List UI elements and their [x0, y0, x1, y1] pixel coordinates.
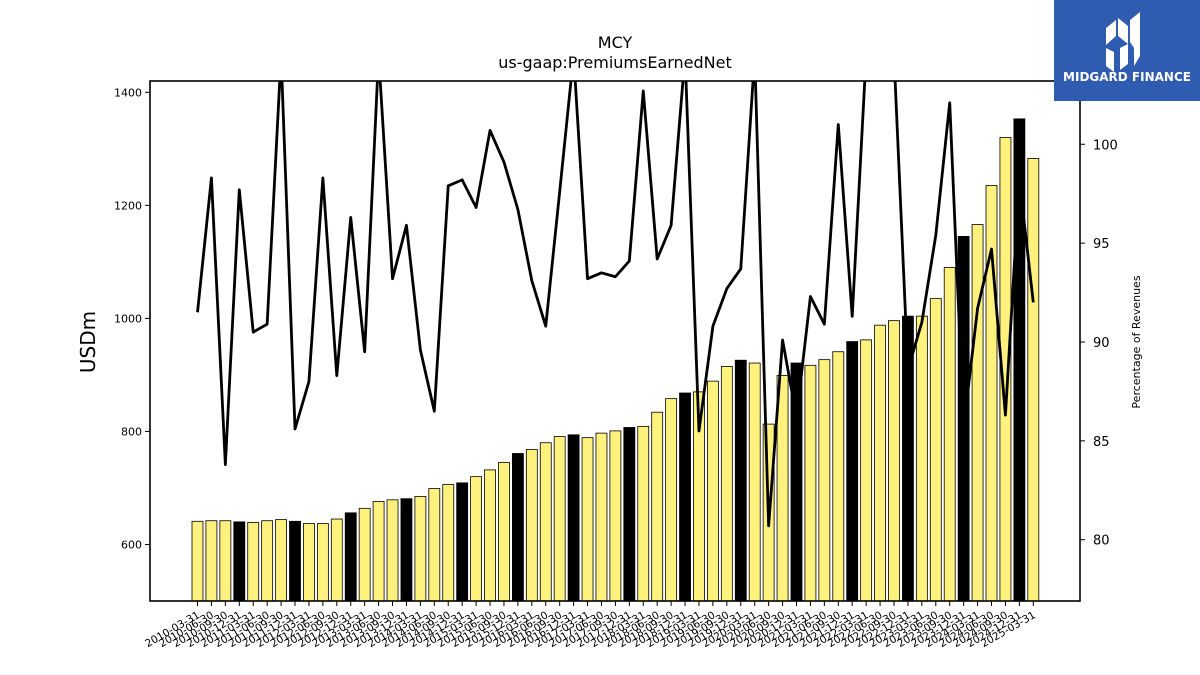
bar-48 — [860, 339, 873, 602]
y-right-tick-label-4: 100 — [1093, 138, 1118, 153]
bar-26 — [553, 436, 566, 602]
bar-45 — [818, 359, 831, 602]
bar-6 — [275, 519, 287, 602]
bar-14 — [386, 499, 399, 602]
bar-27 — [567, 434, 580, 602]
bar-23 — [511, 453, 524, 602]
bar-50 — [888, 320, 900, 602]
bar-52 — [915, 315, 928, 602]
logo-text: MIDGARD FINANCE — [1063, 70, 1191, 84]
bar-3 — [233, 521, 246, 602]
bar-31 — [623, 427, 636, 602]
y-axis-left: 600 800 1000 1200 1400 — [114, 86, 150, 551]
bar-13 — [372, 501, 385, 602]
y-left-tick-label-1: 800 — [121, 425, 142, 438]
bar-18 — [442, 484, 455, 602]
bar-30 — [609, 430, 622, 602]
bar-54 — [943, 267, 956, 602]
bar-10 — [330, 518, 343, 602]
bar-60 — [1027, 158, 1040, 602]
x-axis: 2010-03-312010-06-302010-09-302010-12-31… — [143, 601, 1038, 650]
y-left-tick-label-0: 600 — [121, 538, 142, 551]
bar-2 — [219, 520, 232, 602]
chart-title: MCY — [598, 33, 633, 52]
bar-20 — [470, 476, 483, 602]
bar-56 — [971, 224, 984, 602]
bar-25 — [539, 442, 552, 602]
bar-17 — [428, 488, 441, 602]
bar-40 — [748, 362, 761, 602]
bar-4 — [247, 522, 260, 602]
y2-axis-label: Percentage of Revenues — [1130, 275, 1143, 408]
bar-0 — [191, 520, 204, 602]
bar-28 — [581, 437, 594, 602]
midgard-finance-logo: MIDGARD FINANCE — [1054, 0, 1200, 101]
y-right-tick-label-2: 90 — [1093, 336, 1110, 351]
bar-7 — [289, 520, 301, 602]
bar-49 — [874, 324, 886, 602]
percentage-line — [196, 81, 1035, 528]
bar-12 — [358, 507, 371, 602]
bar-44 — [804, 364, 817, 602]
bar-35 — [679, 392, 691, 602]
chart-subtitle: us-gaap:PremiumsEarnedNet — [498, 53, 732, 72]
y-axis-label: USDm — [76, 311, 100, 373]
bar-1 — [205, 520, 218, 602]
bar-9 — [316, 523, 329, 602]
bar-16 — [414, 496, 427, 602]
y-right-tick-label-0: 80 — [1093, 534, 1110, 549]
bar-19 — [456, 482, 469, 602]
bar-53 — [929, 298, 942, 602]
bar-24 — [525, 449, 538, 602]
bar-38 — [720, 366, 733, 602]
y-right-tick-label-3: 95 — [1093, 237, 1110, 252]
y-left-tick-label-3: 1200 — [114, 199, 142, 212]
midgard-logo-mark-icon: MIDGARD FINANCE — [1063, 12, 1191, 84]
bar-11 — [344, 512, 357, 602]
bar-8 — [303, 523, 315, 602]
bar-33 — [651, 411, 664, 602]
bar-39 — [734, 359, 747, 602]
bar-46 — [832, 351, 845, 602]
bar-34 — [665, 398, 678, 602]
line-series-layer — [196, 81, 1035, 528]
bar-22 — [498, 462, 510, 602]
y-left-tick-label-2: 1000 — [114, 312, 142, 325]
y-right-tick-label-1: 85 — [1093, 435, 1110, 450]
bar-47 — [846, 341, 859, 602]
bar-37 — [707, 380, 719, 602]
bar-21 — [484, 469, 496, 602]
y-axis-right: 80 85 90 95 100 — [1080, 138, 1118, 549]
bar-15 — [400, 498, 413, 602]
y-left-tick-label-4: 1400 — [114, 86, 142, 99]
bar-32 — [637, 425, 650, 602]
bar-29 — [595, 432, 608, 602]
bar-5 — [261, 520, 274, 602]
